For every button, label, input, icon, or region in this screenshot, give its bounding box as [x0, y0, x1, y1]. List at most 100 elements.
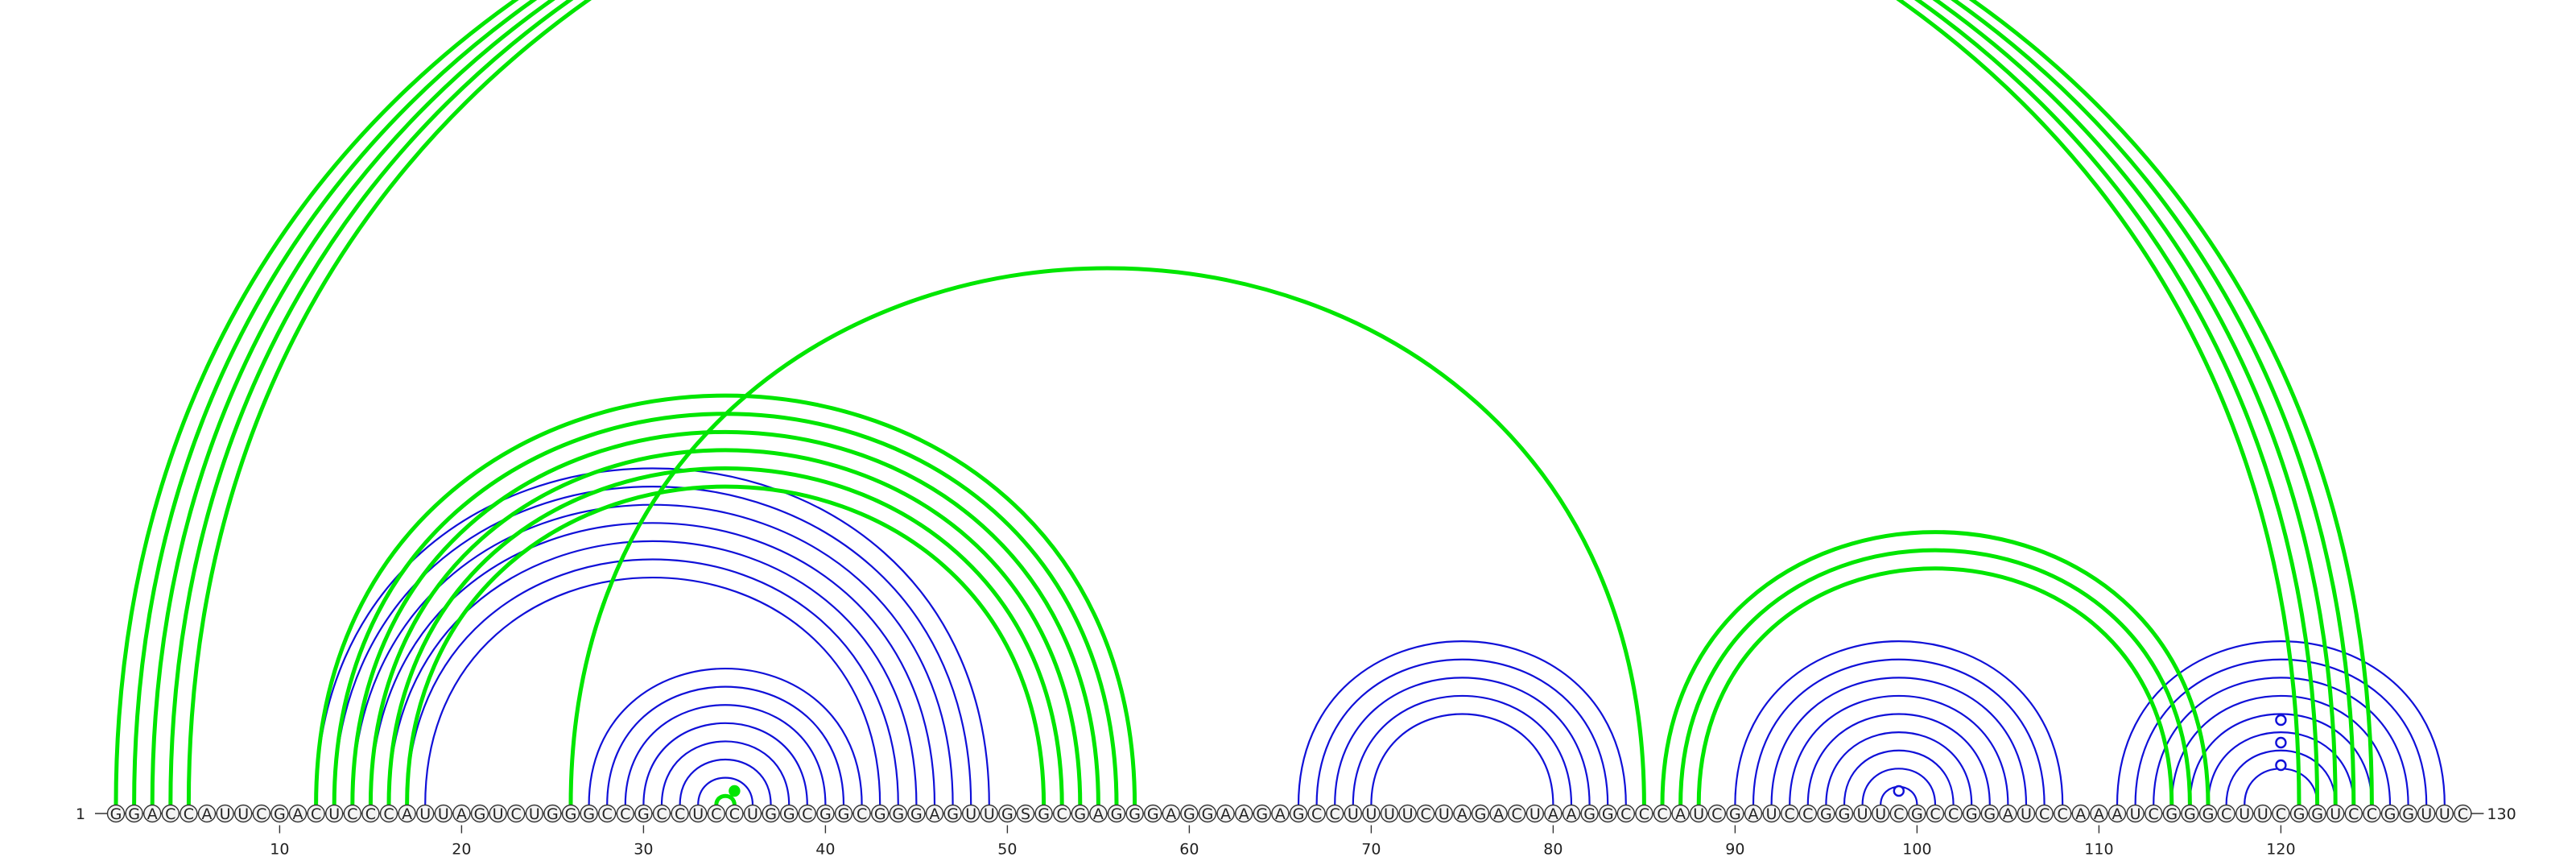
- green-arc: [350, 430, 1100, 805]
- nucleotide-letter: G: [1256, 805, 1268, 823]
- nucleotide-circle: [616, 804, 634, 823]
- nucleotide-letter: G: [1293, 805, 1305, 823]
- nucleotide: G: [1198, 804, 1217, 823]
- nucleotide-letter: A: [2094, 805, 2104, 823]
- axis-tick-label: 30: [634, 841, 653, 857]
- green-arc: [386, 466, 1064, 805]
- nucleotide-letter: C: [2348, 805, 2359, 823]
- nucleotide-circle: [216, 804, 234, 823]
- nucleotide: C: [1653, 804, 1672, 823]
- nucleotide-letter: G: [838, 805, 850, 823]
- blue-arc: [2207, 731, 2355, 805]
- nucleotide: U: [1871, 804, 1890, 823]
- nucleotide-circle: [197, 804, 217, 823]
- nucleotide-letter: A: [402, 805, 412, 823]
- green-arc: [714, 793, 737, 805]
- nucleotide: U: [325, 804, 344, 823]
- nucleotide-letter: G: [1001, 805, 1013, 823]
- nucleotide-letter: A: [1093, 805, 1104, 823]
- nucleotide-letter: U: [2421, 805, 2432, 823]
- nucleotide-circle: [1744, 804, 1763, 823]
- nucleotide-letter: U: [1693, 805, 1704, 823]
- nucleotide-letter: A: [1275, 805, 1286, 823]
- sequence-end-label: 130: [2487, 805, 2516, 823]
- nucleotide-circle: [489, 804, 507, 823]
- nucleotide-circle: [2053, 804, 2072, 823]
- nucleotide-circle: [1653, 804, 1672, 823]
- nucleotide-circle: [2380, 804, 2400, 823]
- green-arc: [186, 0, 2374, 805]
- nucleotide-letter: G: [1729, 805, 1741, 823]
- nucleotide: G: [1125, 804, 1144, 823]
- pair-marker: [1893, 785, 1905, 797]
- nucleotide-circle: [2181, 804, 2199, 823]
- arcs-layer: [114, 0, 2446, 805]
- blue-arc: [2153, 677, 2409, 805]
- nucleotide-letter: G: [874, 805, 886, 823]
- nucleotide-circle: [852, 804, 871, 823]
- nucleotide-letter: G: [128, 805, 140, 823]
- nucleotide-circle: [1125, 804, 1144, 823]
- nucleotide-circle: [634, 804, 653, 823]
- nucleotide-circle: [2090, 804, 2108, 823]
- nucleotide-letter: G: [1183, 805, 1195, 823]
- nucleotide-letter: C: [383, 805, 394, 823]
- nucleotide: C: [1780, 804, 1799, 823]
- nucleotide: C: [2363, 804, 2381, 823]
- nucleotide-circle: [762, 804, 780, 823]
- nucleotide-letter: G: [1839, 805, 1851, 823]
- nucleotide-circle: [1635, 804, 1653, 823]
- nucleotide-circle: [2308, 804, 2326, 823]
- nucleotide: A: [1671, 804, 1690, 823]
- nucleotide-letter: A: [1166, 805, 1176, 823]
- nucleotide: U: [1398, 804, 1417, 823]
- nucleotide-circle: [543, 804, 562, 823]
- green-arc: [132, 0, 2320, 805]
- nucleotide-letter: A: [1493, 805, 1504, 823]
- axis-tick-label: 120: [2266, 841, 2295, 857]
- nucleotide-circle: [671, 804, 689, 823]
- nucleotide-letter: G: [274, 805, 286, 823]
- nucleotide: G: [816, 804, 835, 823]
- nucleotide: U: [2435, 804, 2454, 823]
- nucleotide-letter: G: [1984, 805, 1996, 823]
- nucleotide-circle: [343, 804, 361, 823]
- nucleotide-letter: G: [1602, 805, 1614, 823]
- nucleotide-circle: [780, 804, 799, 823]
- nucleotide-letter: U: [984, 805, 995, 823]
- nucleotide: A: [1089, 804, 1108, 823]
- green-arc: [332, 412, 1119, 805]
- nucleotide-circle: [1089, 804, 1108, 823]
- nucleotide-circle: [2162, 804, 2182, 823]
- nucleotide-letter: U: [2239, 805, 2250, 823]
- nucleotide-letter: A: [2003, 805, 2013, 823]
- nucleotide-letter: C: [857, 805, 867, 823]
- nucleotide-circle: [1453, 804, 1472, 823]
- nucleotide: C: [671, 804, 689, 823]
- nucleotide-circle: [2126, 804, 2145, 823]
- nucleotide-letter: C: [656, 805, 667, 823]
- nucleotide: G: [1253, 804, 1272, 823]
- blue-arc: [1770, 677, 2028, 805]
- nucleotide: U: [980, 804, 999, 823]
- nucleotide: G: [2162, 804, 2182, 823]
- nucleotide-circle: [689, 804, 708, 823]
- nucleotide-circle: [1962, 804, 1981, 823]
- nucleotide-letter: G: [547, 805, 559, 823]
- nucleotide-letter: G: [2165, 805, 2178, 823]
- nucleotide-letter: U: [1857, 805, 1868, 823]
- nucleotide-letter: C: [1057, 805, 1067, 823]
- nucleotide-letter: A: [1457, 805, 1468, 823]
- nucleotide-circle: [870, 804, 890, 823]
- nucleotide: C: [1635, 804, 1653, 823]
- nucleotide-letter: C: [1330, 805, 1340, 823]
- nucleotide-circle: [1253, 804, 1272, 823]
- blue-arc: [2189, 713, 2373, 805]
- blue-arc: [2244, 768, 2318, 805]
- nucleotide-circle: [325, 804, 344, 823]
- nucleotide-circle: [1398, 804, 1417, 823]
- nucleotide-letter: A: [2112, 805, 2123, 823]
- nucleotide: A: [2071, 804, 2091, 823]
- blue-arc: [2225, 749, 2337, 805]
- nucleotide-circle: [1798, 804, 1818, 823]
